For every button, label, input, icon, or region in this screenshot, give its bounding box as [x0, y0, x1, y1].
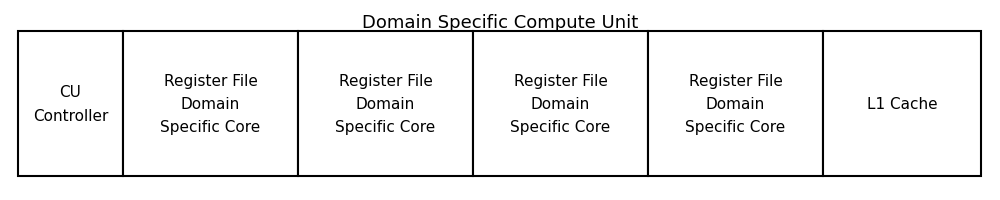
Text: Register File
Domain
Specific Core: Register File Domain Specific Core — [335, 73, 436, 135]
Text: L1 Cache: L1 Cache — [867, 97, 937, 111]
Bar — [823, 32, 981, 176]
Bar — [18, 32, 123, 176]
Bar — [123, 32, 298, 176]
Bar — [473, 32, 648, 176]
Bar — [298, 32, 473, 176]
Text: Register File
Domain
Specific Core: Register File Domain Specific Core — [160, 73, 261, 135]
Text: Domain Specific Compute Unit: Domain Specific Compute Unit — [362, 14, 638, 32]
Text: Register File
Domain
Specific Core: Register File Domain Specific Core — [510, 73, 611, 135]
Text: Register File
Domain
Specific Core: Register File Domain Specific Core — [685, 73, 786, 135]
Text: CU
Controller: CU Controller — [33, 85, 108, 123]
Bar — [648, 32, 823, 176]
